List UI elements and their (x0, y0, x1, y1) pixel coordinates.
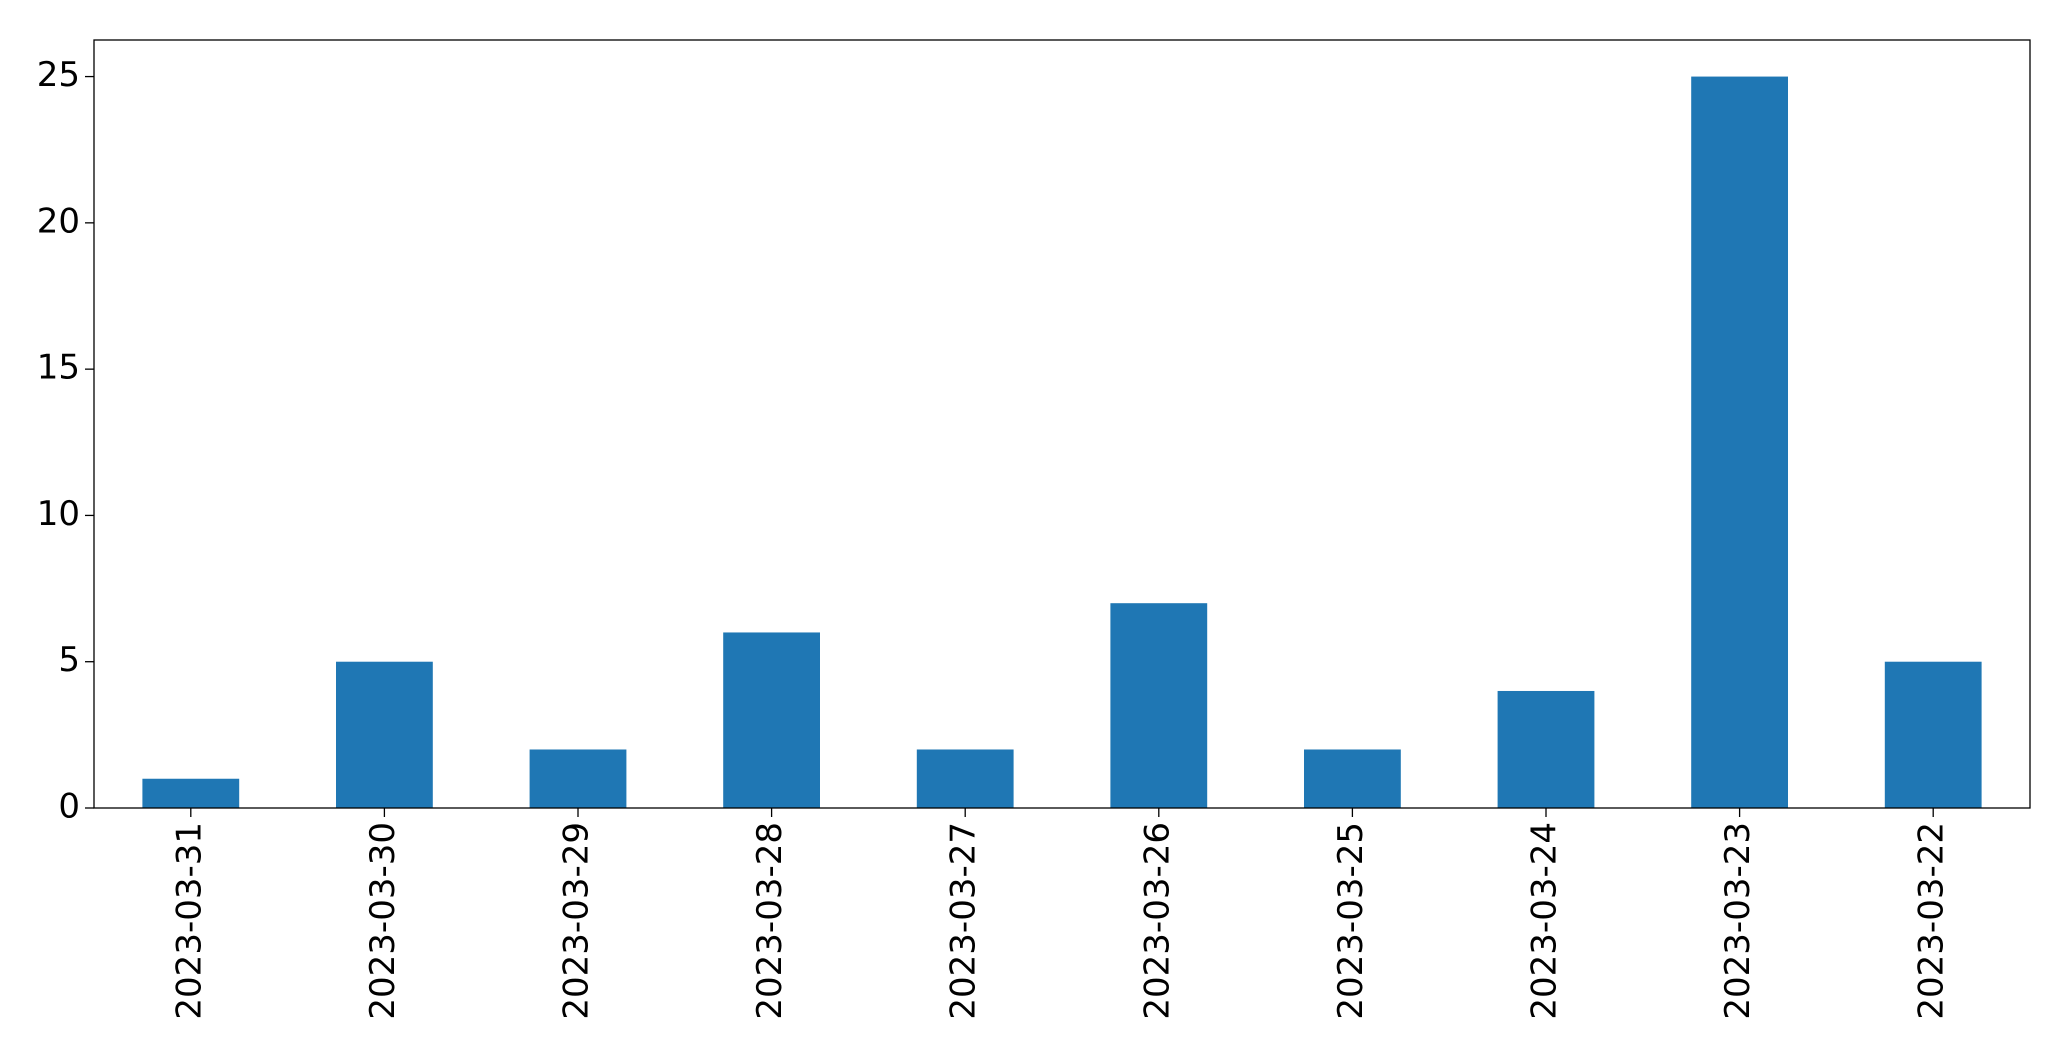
x-tick-label: 2023-03-31 (169, 822, 209, 1020)
bar (1884, 661, 1982, 808)
bar (142, 778, 240, 808)
x-tick-label: 2023-03-28 (750, 822, 790, 1020)
y-tick-label: 10 (37, 494, 80, 534)
x-tick-label: 2023-03-22 (1912, 822, 1952, 1020)
x-tick-label: 2023-03-29 (557, 822, 597, 1020)
x-tick-label: 2023-03-26 (1137, 822, 1177, 1020)
x-tick-label: 2023-03-25 (1331, 822, 1371, 1020)
y-tick-label: 25 (37, 55, 80, 95)
bar (336, 661, 433, 808)
bar (529, 749, 627, 808)
bar (1110, 603, 1208, 808)
bar (1497, 690, 1595, 808)
y-tick-label: 0 (58, 787, 80, 827)
axes-frame (93, 39, 2031, 809)
bar (723, 632, 820, 808)
y-tick-label: 5 (58, 640, 80, 680)
y-tick-label: 20 (37, 201, 80, 241)
x-tick-label: 2023-03-24 (1525, 822, 1565, 1020)
x-tick-label: 2023-03-30 (363, 822, 403, 1020)
x-tick-label: 2023-03-27 (944, 822, 984, 1020)
bar (1304, 749, 1401, 808)
bar (916, 749, 1014, 808)
x-tick-label: 2023-03-23 (1718, 822, 1758, 1020)
bar (1691, 76, 1788, 809)
y-tick-label: 15 (37, 348, 80, 388)
